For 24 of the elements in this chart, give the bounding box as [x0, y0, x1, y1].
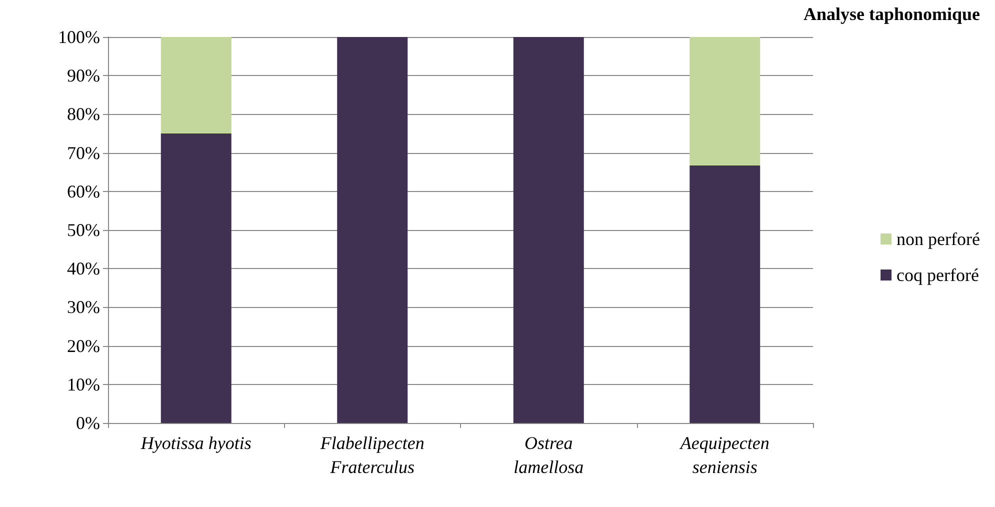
y-tick-label: 70% [67, 142, 100, 163]
y-tick-label: 20% [67, 336, 100, 356]
bar [160, 134, 232, 423]
y-tick-label: 0% [76, 413, 100, 433]
bar [160, 37, 232, 134]
y-tick-label: 10% [67, 374, 100, 394]
y-tick-label: 40% [67, 258, 100, 279]
bar [337, 37, 408, 423]
legend-label: coq perforé [896, 265, 979, 285]
x-tick-label: Aequipecten seniensis [679, 433, 770, 477]
x-tick-label: Ostrea lamellosa [514, 433, 584, 477]
y-tick-label: 60% [67, 181, 100, 202]
x-tick-label: Hyotissa hyotis [140, 433, 252, 453]
bar [690, 166, 760, 423]
x-tick-label: Flabellipecten Fraterculus [319, 433, 424, 477]
y-tick-label: 80% [67, 104, 100, 124]
bar [690, 37, 760, 166]
legend-label: non perforé [896, 229, 980, 249]
y-tick-label: 30% [67, 297, 100, 318]
y-tick-label: 90% [67, 66, 100, 86]
y-tick-label: 50% [67, 220, 100, 240]
bar [513, 37, 584, 423]
y-tick-label: 100% [58, 27, 100, 47]
text: Analyse taphonomique [803, 4, 980, 24]
